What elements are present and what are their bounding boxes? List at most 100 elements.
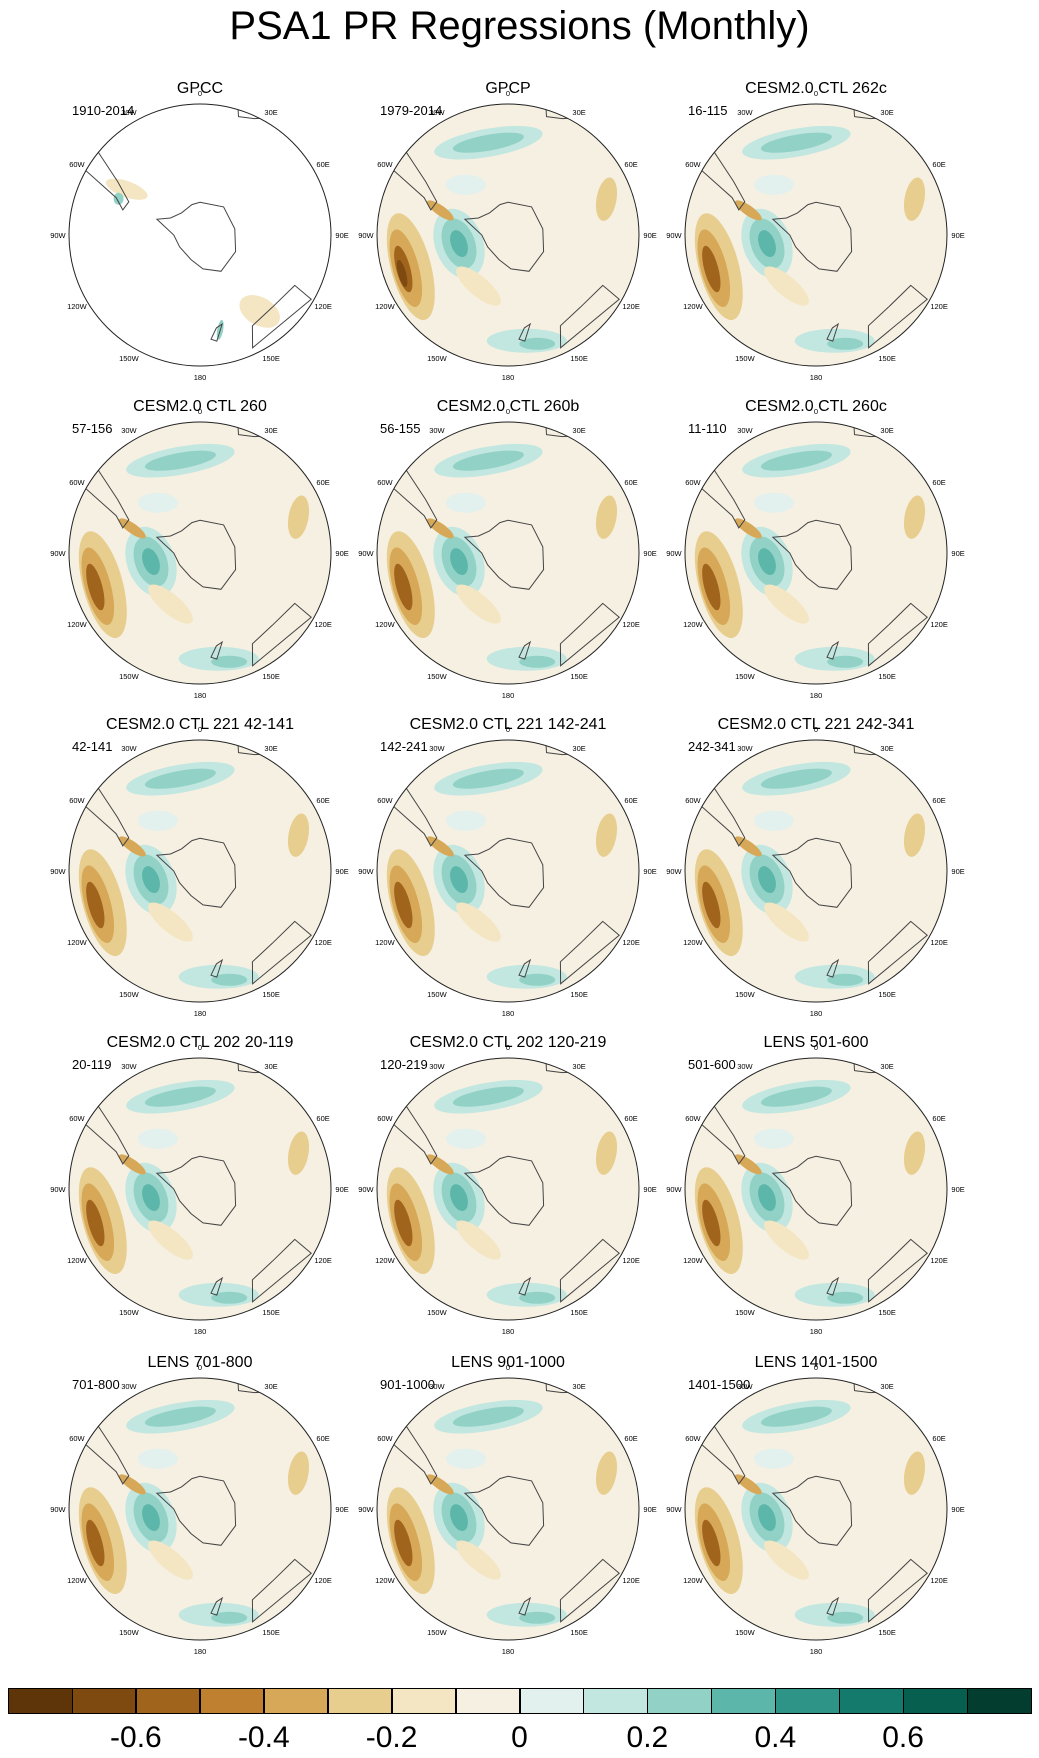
antarctica-coastline <box>463 1155 545 1226</box>
panel-period: 242-341 <box>688 739 736 754</box>
panel-period: 120-219 <box>380 1057 428 1072</box>
map-background <box>69 1378 331 1640</box>
longitude-label: 60W <box>377 1114 393 1123</box>
precip-field <box>78 422 312 671</box>
longitude-label: 120E <box>314 1256 332 1265</box>
longitude-label: 150W <box>119 672 140 681</box>
map-border <box>376 421 640 685</box>
longitude-label: 0 <box>814 1043 818 1052</box>
longitude-label: 90E <box>335 549 348 558</box>
map-border <box>376 1057 640 1321</box>
precip-field <box>694 104 928 353</box>
panel-title: CESM2.0 CTL 260 <box>133 398 267 415</box>
longitude-label: 30E <box>572 426 585 435</box>
precip-anomaly <box>137 1128 178 1149</box>
precip-anomaly <box>445 810 486 831</box>
precip-anomaly <box>764 1220 809 1260</box>
map-border <box>68 421 332 685</box>
longitude-label: 180 <box>810 1009 823 1018</box>
longitude-label: 0 <box>506 725 510 734</box>
longitude-label: 150E <box>878 354 896 363</box>
longitude-label: 120E <box>622 620 640 629</box>
precip-anomaly <box>456 584 501 624</box>
longitude-label: 60W <box>69 1434 85 1443</box>
precip-anomaly <box>702 881 721 929</box>
longitude-label: 60W <box>685 1114 701 1123</box>
australia-coastline <box>559 284 620 349</box>
longitude-label: 150E <box>570 672 588 681</box>
map-panel: 0 30E 60E 90E 120E 150E 180 150W 120W 90W 60W 30W GP… <box>358 80 658 400</box>
precip-anomaly <box>148 584 193 624</box>
longitude-label: 60W <box>69 1114 85 1123</box>
longitude-label: 150W <box>427 354 448 363</box>
longitude-label: 120W <box>67 1256 88 1265</box>
precip-anomaly <box>595 1451 618 1495</box>
new-zealand-coastline <box>518 640 532 660</box>
longitude-label: 30E <box>880 426 893 435</box>
precip-anomaly <box>445 1448 486 1469</box>
precip-anomaly <box>760 132 832 153</box>
precip-anomaly <box>137 492 178 513</box>
longitude-label: 150E <box>262 990 280 999</box>
colorbar-tick-labels: -0.6 -0.4 -0.2 0 0.2 0.4 0.6 <box>0 1720 1039 1756</box>
longitude-label: 60W <box>69 478 85 487</box>
australia-coastline <box>251 920 312 985</box>
antarctica-coastline <box>463 837 545 908</box>
longitude-label: 0 <box>506 1363 510 1372</box>
longitude-label: 90E <box>335 1505 348 1514</box>
precip-anomaly <box>760 450 832 471</box>
panel-period: 11-110 <box>688 421 727 436</box>
longitude-label: 150E <box>878 1308 896 1317</box>
precip-anomaly <box>903 177 926 221</box>
longitude-label: 30E <box>264 744 277 753</box>
antarctica-coastline <box>771 519 853 590</box>
longitude-label: 180 <box>502 1647 515 1656</box>
antarctica-coastline <box>155 837 237 908</box>
longitude-label: 90W <box>50 231 66 240</box>
precip-field <box>694 422 928 671</box>
longitude-label: 180 <box>194 373 207 382</box>
longitude-label: 120E <box>930 620 948 629</box>
colorbar-swatch <box>775 1688 840 1714</box>
longitude-label: 60W <box>377 478 393 487</box>
colorbar-swatch <box>711 1688 776 1714</box>
longitude-label: 150E <box>570 354 588 363</box>
longitude-label: 60E <box>316 1434 329 1443</box>
map-border <box>684 739 948 1003</box>
precip-anomaly <box>86 881 105 929</box>
colorbar-swatch <box>263 1688 329 1714</box>
longitude-label: 0 <box>814 89 818 98</box>
australia-coastline <box>867 284 928 349</box>
precip-anomaly <box>903 813 926 857</box>
longitude-label: 180 <box>194 691 207 700</box>
panel-title: LENS 501-600 <box>763 1034 869 1051</box>
longitude-label: 120W <box>67 1576 88 1585</box>
polar-map: 0 30E 60E 90E 120E 150E 180 150W 120W 90W 60W 30W <box>666 407 965 700</box>
precip-anomaly <box>142 548 160 576</box>
precip-anomaly <box>452 1086 524 1107</box>
australia-coastline <box>867 920 928 985</box>
longitude-label: 30W <box>121 108 137 117</box>
map-background <box>685 1058 947 1320</box>
map-panel: 0 30E 60E 90E 120E 150E 180 150W 120W 90W 60W 30W CE… <box>358 1034 658 1354</box>
australia-coastline <box>251 602 312 667</box>
longitude-label: 120W <box>683 302 704 311</box>
antarctica-coastline <box>463 1475 545 1546</box>
australia-coastline <box>559 1558 620 1623</box>
longitude-label: 30W <box>737 108 753 117</box>
precip-anomaly <box>753 1448 794 1469</box>
precip-anomaly <box>758 230 776 258</box>
longitude-label: 150W <box>735 990 756 999</box>
precip-anomaly <box>144 450 216 471</box>
longitude-label: 120W <box>375 938 396 947</box>
precip-anomaly <box>144 1086 216 1107</box>
longitude-label: 120E <box>930 1576 948 1585</box>
precip-anomaly <box>702 1519 721 1567</box>
chart-title: PSA1 PR Regressions (Monthly) <box>229 4 810 48</box>
precip-anomaly <box>519 337 556 350</box>
longitude-label: 90W <box>666 1185 682 1194</box>
precip-anomaly <box>760 1406 832 1427</box>
longitude-label: 90E <box>951 231 964 240</box>
longitude-label: 120W <box>375 1256 396 1265</box>
antarctica-coastline <box>463 201 545 272</box>
